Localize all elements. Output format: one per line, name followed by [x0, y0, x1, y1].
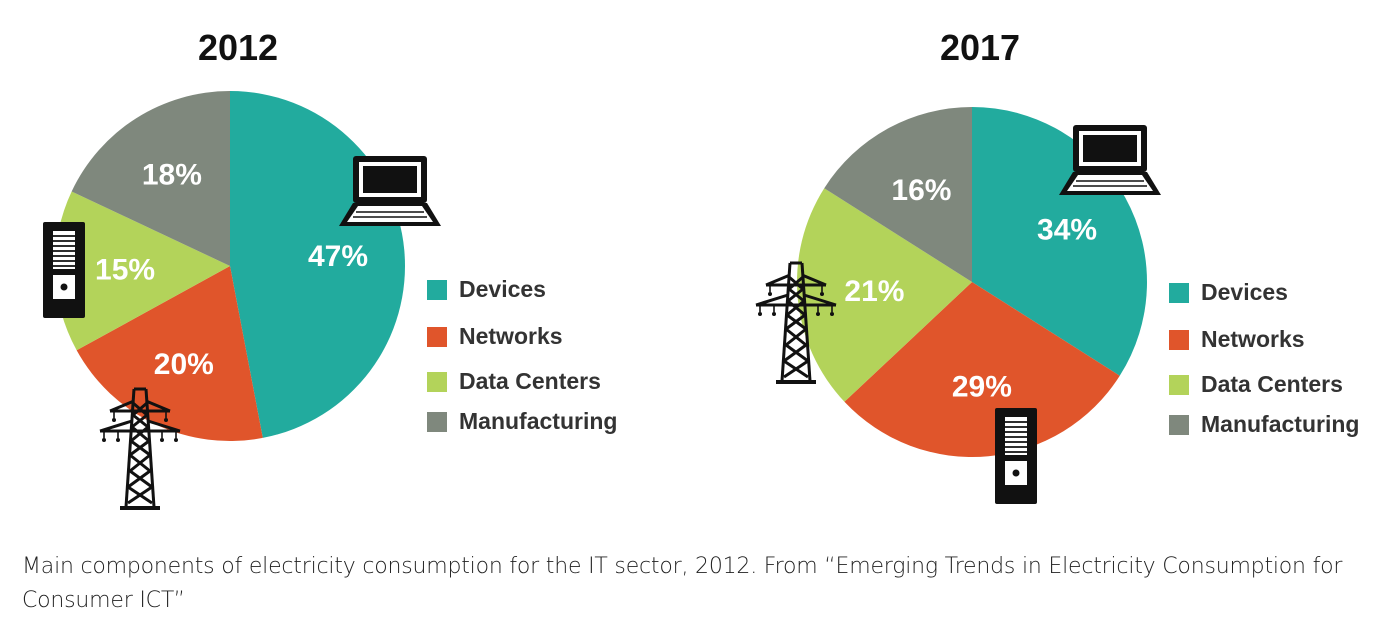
data-label-manufacturing: 16% [891, 174, 951, 207]
legend-label-data-centers: Data Centers [459, 368, 601, 394]
pie-slice-data-centers [55, 191, 231, 351]
pie-chart-2017: 2017 34% 29% 21% 16% Devices Networks Data Cent… [754, 27, 1359, 505]
legend-label-data-centers: Data Centers [1201, 371, 1343, 397]
data-label-networks: 29% [952, 371, 1012, 404]
data-label-data-centers: 21% [844, 275, 904, 308]
legend-label-manufacturing: Manufacturing [459, 408, 617, 434]
data-label-devices: 34% [1037, 214, 1097, 247]
pie-slice-networks [76, 266, 263, 441]
data-label-data-centers: 15% [95, 253, 155, 286]
server-icon [42, 221, 86, 319]
pie-slice-manufacturing [824, 107, 972, 282]
chart-title: 2012 [198, 27, 278, 68]
legend-swatch-data-centers [427, 372, 447, 392]
legend-label-networks: Networks [459, 323, 563, 349]
data-label-devices: 47% [308, 240, 368, 273]
chart-title: 2017 [940, 27, 1020, 68]
pie-slice-data-centers [797, 188, 972, 402]
legend-swatch-devices [427, 280, 447, 300]
legend: Devices Networks Data Centers Manufacturing [427, 276, 617, 434]
legend-swatch-networks [427, 327, 447, 347]
pie-chart-2012: 2012 47% 20% 15% 18% Devices Networks Data Cent… [42, 27, 617, 510]
data-label-networks: 20% [154, 348, 214, 381]
legend-swatch-devices [1169, 283, 1189, 303]
server-icon [994, 407, 1038, 505]
legend-swatch-networks [1169, 330, 1189, 350]
legend: Devices Networks Data Centers Manufacturing [1169, 279, 1359, 437]
laptop-icon [1058, 124, 1162, 196]
data-label-manufacturing: 18% [142, 158, 202, 191]
laptop-icon [338, 155, 442, 227]
figure-caption: Main components of electricity consumpti… [22, 554, 1343, 613]
legend-swatch-manufacturing [1169, 415, 1189, 435]
legend-swatch-data-centers [1169, 375, 1189, 395]
legend-swatch-manufacturing [427, 412, 447, 432]
legend-label-networks: Networks [1201, 326, 1305, 352]
legend-label-devices: Devices [459, 276, 546, 302]
legend-label-manufacturing: Manufacturing [1201, 411, 1359, 437]
pie-slice-manufacturing [71, 91, 230, 266]
legend-label-devices: Devices [1201, 279, 1288, 305]
pie-slice-networks [844, 282, 1120, 458]
